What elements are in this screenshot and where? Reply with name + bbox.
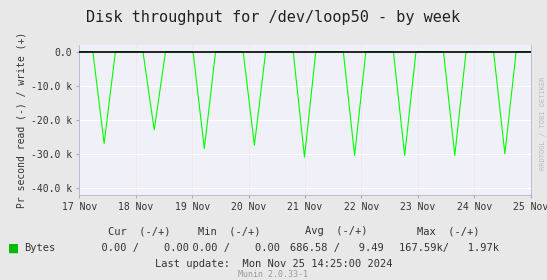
Text: Avg  (-/+): Avg (-/+) <box>305 226 368 236</box>
Text: 0.00 /    0.00: 0.00 / 0.00 <box>90 243 189 253</box>
Text: ■: ■ <box>8 241 19 254</box>
Text: Munin 2.0.33-1: Munin 2.0.33-1 <box>238 270 309 279</box>
Text: 686.58 /   9.49: 686.58 / 9.49 <box>289 243 383 253</box>
Text: Max  (-/+): Max (-/+) <box>417 226 480 236</box>
Text: 167.59k/   1.97k: 167.59k/ 1.97k <box>399 243 498 253</box>
Text: Disk throughput for /dev/loop50 - by week: Disk throughput for /dev/loop50 - by wee… <box>86 10 461 25</box>
Text: Min  (-/+): Min (-/+) <box>199 226 261 236</box>
Text: Cur  (-/+): Cur (-/+) <box>108 226 171 236</box>
Y-axis label: Pr second read (-) / write (+): Pr second read (-) / write (+) <box>16 32 26 208</box>
Text: 0.00 /    0.00: 0.00 / 0.00 <box>180 243 280 253</box>
Text: RRDTOOL / TOBI OETIKER: RRDTOOL / TOBI OETIKER <box>540 76 546 170</box>
Text: Last update:  Mon Nov 25 14:25:00 2024: Last update: Mon Nov 25 14:25:00 2024 <box>155 259 392 269</box>
Text: Bytes: Bytes <box>25 243 56 253</box>
